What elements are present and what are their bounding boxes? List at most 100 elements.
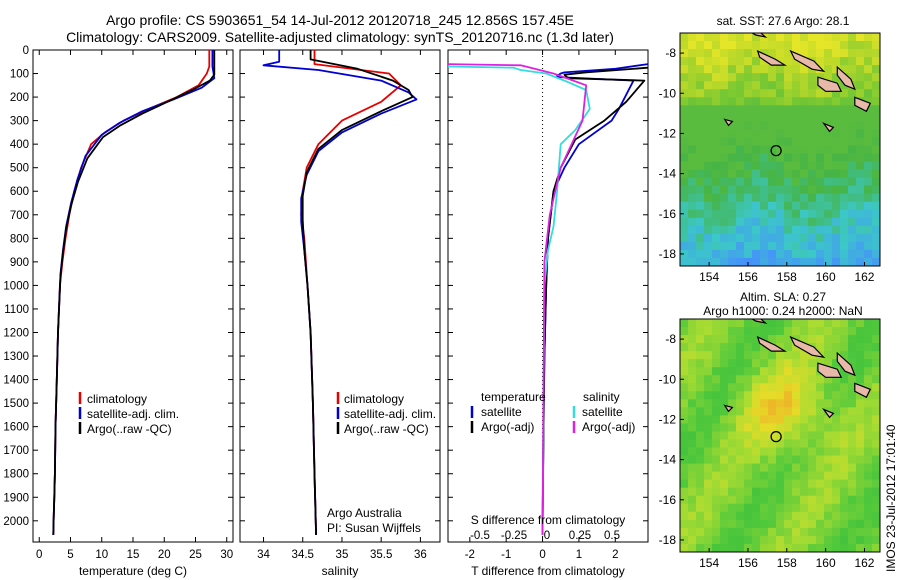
map-cell [760, 145, 769, 154]
map-cell [768, 73, 777, 82]
map-cell [800, 201, 809, 211]
map-cell [728, 439, 737, 448]
map-cell [776, 511, 785, 521]
map-cell [776, 527, 785, 537]
map-cell [784, 327, 793, 336]
map-cell [696, 479, 705, 489]
map-cell [856, 49, 865, 58]
map-cell [712, 391, 721, 400]
y-tick-label: 1000 [3, 280, 29, 292]
map-cell [704, 527, 713, 537]
map-cell [704, 193, 713, 203]
map-cell [696, 153, 705, 162]
map-cell [720, 57, 729, 66]
map-cell [736, 225, 745, 235]
map-cell [824, 415, 833, 424]
map-cell [864, 137, 873, 146]
map-cell [776, 89, 785, 98]
map-y-tick-label: -8 [665, 332, 676, 346]
map-cell [760, 57, 769, 66]
map-cell [736, 57, 745, 66]
map-cell [680, 503, 689, 513]
series-line-temperature-satellite [541, 63, 648, 535]
map-cell [736, 375, 745, 384]
map-cell [752, 375, 761, 384]
map-cell [816, 57, 825, 66]
map-cell [816, 503, 825, 513]
map-cell [864, 335, 873, 344]
map-cell [712, 415, 721, 424]
map-cell [728, 89, 737, 98]
map-cell [784, 41, 793, 50]
map-cell [816, 519, 825, 529]
map-cell [832, 121, 841, 130]
series-line-temperature-argo-adj- [541, 66, 648, 535]
map-cell [856, 185, 865, 195]
map-cell [832, 447, 841, 456]
map-cell [808, 487, 817, 497]
map-cell [696, 455, 705, 465]
map-cell [752, 359, 761, 368]
map-cell [760, 383, 769, 392]
map-cell [872, 511, 880, 521]
map-cell [752, 73, 761, 82]
map-cell [856, 495, 865, 505]
map-cell [840, 33, 849, 42]
map-cell [872, 225, 880, 235]
map-cell [840, 543, 849, 552]
y-tick-label: 700 [10, 210, 29, 222]
map-cell [776, 351, 785, 360]
map-cell [784, 81, 793, 90]
map-cell [752, 257, 761, 266]
map-cell [848, 161, 857, 170]
map-cell [816, 41, 825, 50]
map-cell [704, 399, 713, 408]
map-cell [832, 113, 841, 122]
map-cell [784, 233, 793, 243]
map-cell [840, 495, 849, 505]
map-cell [816, 257, 825, 266]
map-cell [680, 241, 689, 251]
map-cell [832, 217, 841, 227]
map-cell [784, 129, 793, 138]
map-cell [752, 439, 761, 448]
map-cell [832, 177, 841, 187]
map-cell [728, 177, 737, 187]
map-cell [848, 447, 857, 456]
map-cell [744, 201, 753, 211]
map-cell [744, 177, 753, 187]
map-cell [856, 399, 865, 408]
map-cell [808, 431, 817, 440]
difference-ticks: -2 -1 0 1 2 [448, 49, 648, 561]
map-cell [800, 169, 809, 179]
map-cell [736, 113, 745, 122]
map-cell [744, 479, 753, 489]
map-cell [832, 97, 841, 106]
map-cell [816, 495, 825, 505]
map-cell [680, 49, 689, 58]
map-cell [680, 447, 689, 456]
map-cell [680, 471, 689, 481]
map-cell [808, 439, 817, 448]
map-cell [688, 249, 697, 259]
map-cell [872, 73, 880, 82]
map-cell [768, 431, 777, 440]
map-cell [784, 527, 793, 537]
map-cell [768, 335, 777, 344]
map-cell [776, 367, 785, 376]
map-cell [744, 463, 753, 473]
map-cell [848, 527, 857, 537]
map-cell [736, 447, 745, 456]
map-cell [792, 319, 801, 328]
map-cell [776, 41, 785, 50]
map-cell [824, 217, 833, 227]
figure-title-line2: Climatology: CARS2009. Satellite-adjuste… [66, 29, 614, 45]
map-cell [768, 463, 777, 473]
map-cell [704, 241, 713, 251]
map-cell [776, 343, 785, 352]
map-cell [768, 201, 777, 211]
map-cell [872, 319, 880, 328]
map-cell [752, 535, 761, 545]
map-cell [856, 511, 865, 521]
